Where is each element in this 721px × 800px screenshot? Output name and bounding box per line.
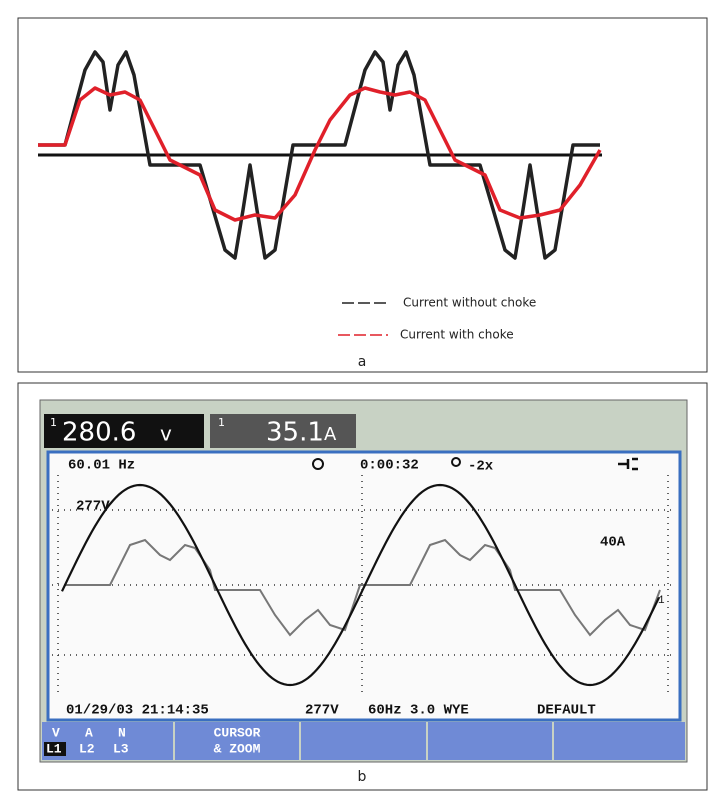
softkey-label[interactable]: L3 (113, 741, 129, 756)
frequency: 60.01 Hz (68, 458, 135, 474)
reading-unit: A (324, 424, 337, 445)
softkey-label[interactable]: L1 (46, 741, 62, 756)
softkey-label[interactable]: L2 (79, 741, 95, 756)
timer: 0:00:32 (360, 458, 419, 474)
reading-box (44, 414, 204, 448)
reading-unit: v (160, 422, 172, 446)
legend-label: Current with choke (400, 328, 514, 342)
channel: 1 (218, 416, 225, 429)
reading-value: 280.6 (62, 418, 136, 448)
panel-a-frame (17, 17, 708, 373)
zoom-icon (451, 457, 461, 467)
channel: 1 (50, 416, 57, 429)
config: 60Hz 3.0 WYE (368, 703, 469, 719)
reading-value: 35.1 (266, 418, 324, 448)
softkey-dividers (173, 722, 554, 760)
zoom: -2x (468, 459, 494, 475)
softkey-label[interactable]: N (118, 725, 126, 740)
datetime: 01/29/03 21:14:35 (66, 703, 209, 719)
caption: b (358, 769, 367, 785)
voltage-trace (61, 483, 660, 687)
softkey-label[interactable]: CURSOR (214, 725, 261, 740)
softkey-label[interactable]: & ZOOM (214, 741, 261, 756)
nominal-voltage: 277V (305, 703, 339, 719)
selected-key (44, 742, 66, 756)
softkey-label[interactable]: V (52, 725, 60, 740)
softkey-bar (42, 722, 685, 760)
voltage-scale: 277V (76, 499, 110, 515)
trace-marker: 1 (658, 595, 665, 607)
reading-box (210, 414, 356, 448)
current-trace (65, 538, 661, 637)
legend-label: Current without choke (403, 296, 536, 310)
softkey-label[interactable]: A (85, 725, 93, 740)
current-with-choke (38, 86, 602, 222)
caption: a (358, 354, 367, 370)
current-scale: 40A (600, 535, 626, 551)
plug-icon (618, 457, 638, 471)
preset: DEFAULT (537, 703, 596, 719)
timer-icon (312, 458, 324, 470)
